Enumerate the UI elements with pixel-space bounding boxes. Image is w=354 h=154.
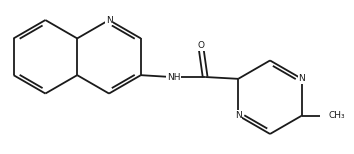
Text: NH: NH: [167, 73, 181, 81]
Text: CH₃: CH₃: [329, 111, 345, 120]
Text: O: O: [197, 41, 204, 50]
Text: N: N: [235, 111, 241, 120]
Text: N: N: [298, 74, 305, 83]
Text: N: N: [105, 16, 113, 24]
